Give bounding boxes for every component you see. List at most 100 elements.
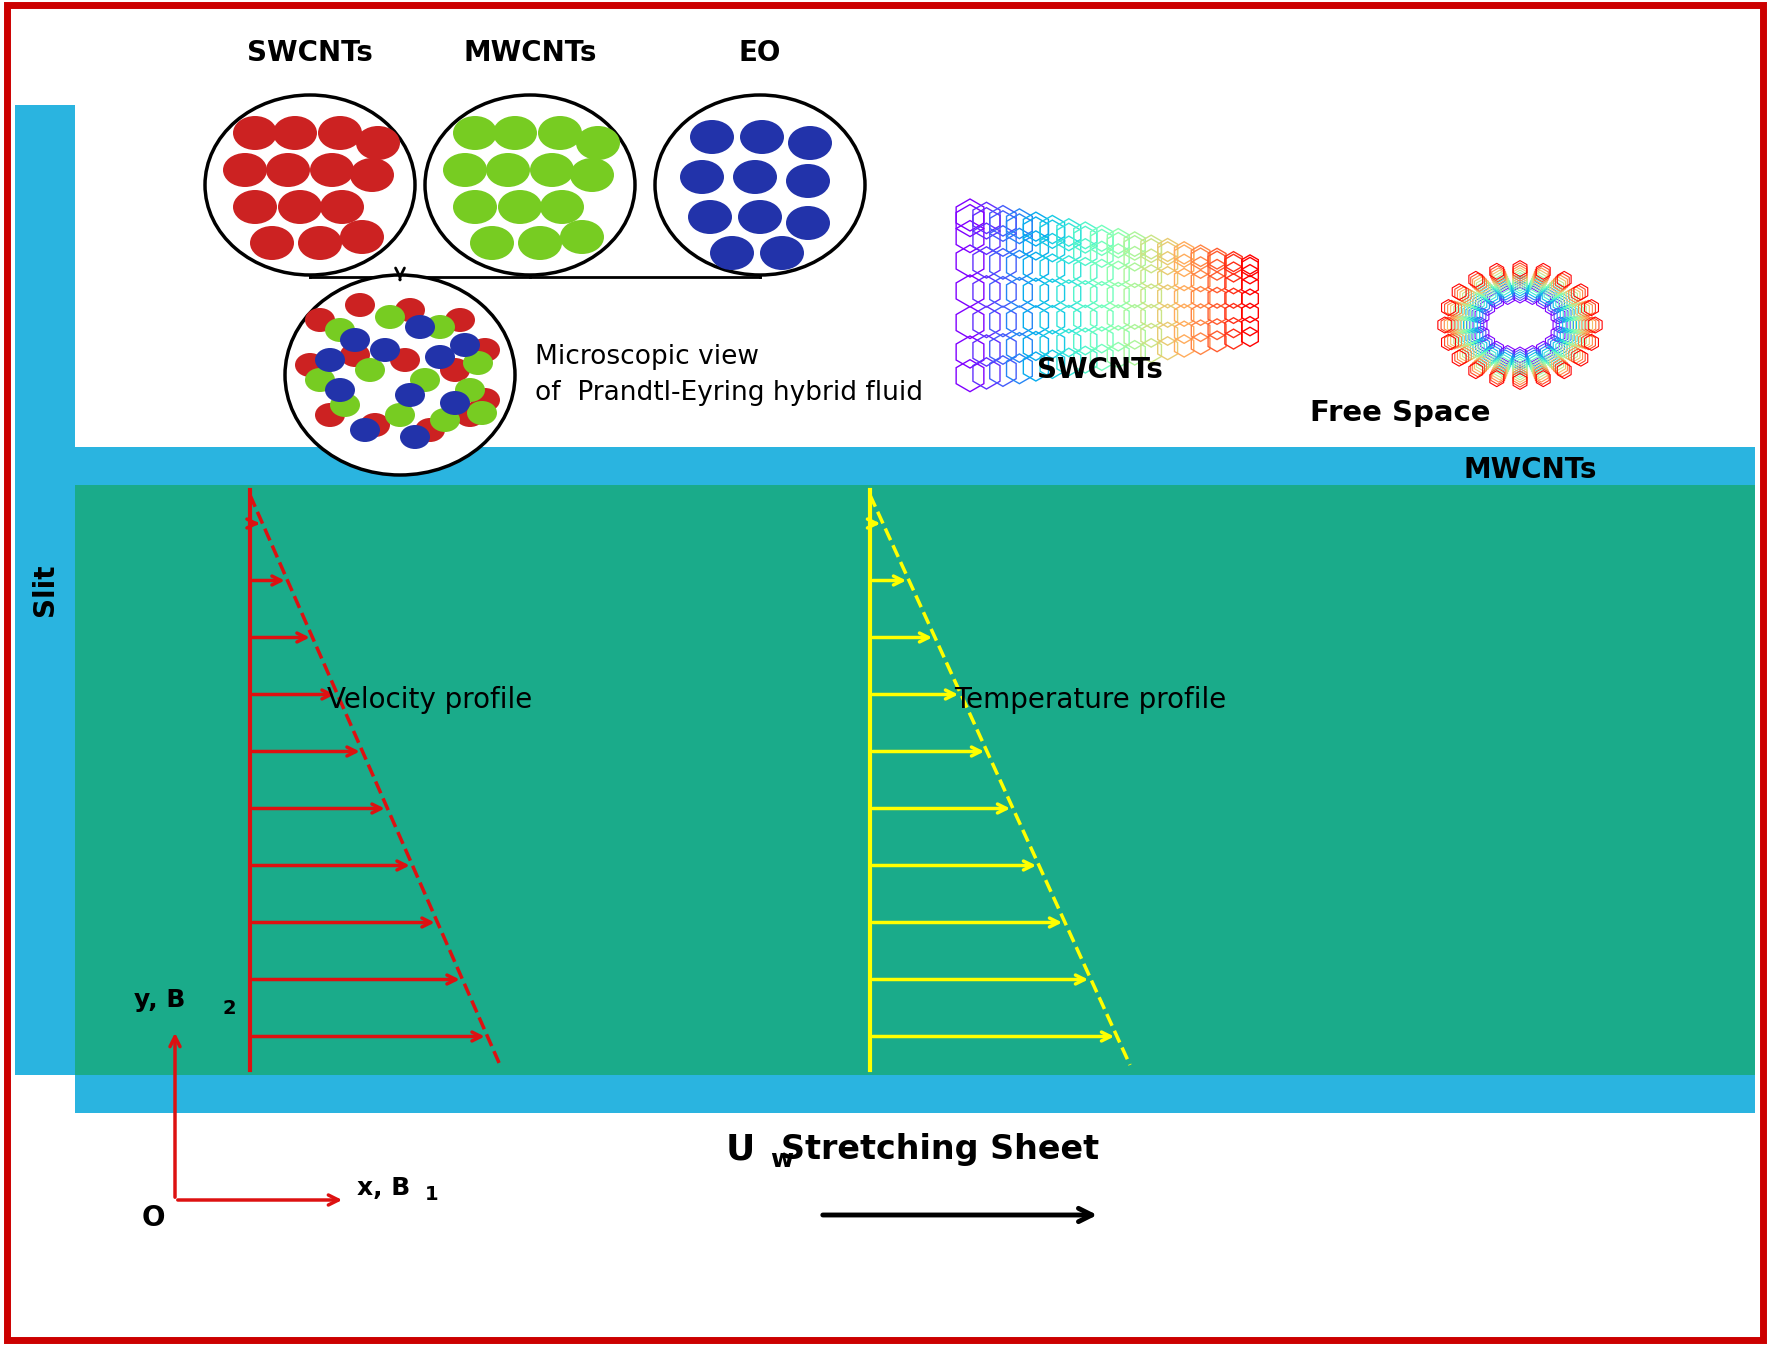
Ellipse shape	[471, 387, 499, 412]
Ellipse shape	[285, 274, 515, 475]
Ellipse shape	[359, 413, 389, 437]
Ellipse shape	[464, 351, 494, 375]
Ellipse shape	[340, 221, 384, 254]
Text: SWCNTs: SWCNTs	[248, 39, 373, 67]
Text: w: w	[770, 1149, 793, 1171]
Ellipse shape	[389, 348, 419, 373]
Ellipse shape	[326, 378, 356, 402]
Text: Stretching Sheet: Stretching Sheet	[781, 1134, 1099, 1166]
Ellipse shape	[453, 190, 497, 225]
Ellipse shape	[455, 404, 485, 426]
Ellipse shape	[304, 308, 335, 332]
Ellipse shape	[400, 425, 430, 449]
Text: of  Prandtl-Eyring hybrid fluid: of Prandtl-Eyring hybrid fluid	[535, 381, 922, 406]
Ellipse shape	[455, 378, 485, 402]
Ellipse shape	[386, 404, 414, 426]
Text: EO: EO	[738, 39, 781, 67]
Ellipse shape	[405, 315, 435, 339]
Text: 1: 1	[425, 1185, 439, 1204]
Ellipse shape	[738, 200, 782, 234]
Text: Microscopic view: Microscopic view	[535, 344, 759, 370]
Ellipse shape	[788, 126, 832, 160]
Ellipse shape	[319, 116, 363, 151]
Ellipse shape	[442, 153, 487, 187]
Ellipse shape	[441, 391, 471, 416]
Ellipse shape	[356, 358, 386, 382]
Ellipse shape	[250, 226, 294, 260]
Ellipse shape	[425, 95, 635, 274]
Ellipse shape	[740, 120, 784, 153]
Ellipse shape	[733, 160, 777, 194]
Ellipse shape	[759, 235, 804, 270]
Ellipse shape	[689, 200, 733, 234]
Bar	[74, 447, 1756, 486]
Ellipse shape	[538, 116, 582, 151]
Ellipse shape	[444, 308, 474, 332]
Ellipse shape	[375, 305, 405, 330]
Ellipse shape	[786, 206, 830, 239]
Text: Free Space: Free Space	[1310, 399, 1490, 426]
Text: MWCNTs: MWCNTs	[464, 39, 596, 67]
Ellipse shape	[430, 408, 460, 432]
Text: Velocity profile: Velocity profile	[327, 686, 533, 714]
Bar	[74, 1075, 1756, 1114]
Ellipse shape	[223, 153, 267, 187]
Ellipse shape	[356, 126, 400, 160]
Ellipse shape	[559, 221, 604, 254]
Ellipse shape	[529, 153, 573, 187]
Ellipse shape	[575, 126, 620, 160]
Ellipse shape	[329, 393, 359, 417]
Ellipse shape	[234, 190, 276, 225]
Ellipse shape	[350, 157, 395, 192]
Ellipse shape	[497, 190, 542, 225]
Ellipse shape	[234, 116, 276, 151]
Text: U: U	[726, 1132, 754, 1167]
Ellipse shape	[494, 116, 536, 151]
Ellipse shape	[570, 157, 614, 192]
Text: O: O	[142, 1204, 165, 1232]
Ellipse shape	[471, 226, 513, 260]
Text: y, B: y, B	[135, 989, 186, 1011]
Ellipse shape	[278, 190, 322, 225]
Ellipse shape	[414, 418, 444, 443]
Ellipse shape	[540, 190, 584, 225]
Bar	[74, 486, 1756, 1075]
Ellipse shape	[450, 334, 480, 356]
Ellipse shape	[350, 418, 381, 443]
Text: Temperature profile: Temperature profile	[954, 686, 1227, 714]
Text: Slit: Slit	[32, 564, 58, 616]
Ellipse shape	[453, 116, 497, 151]
Ellipse shape	[487, 153, 529, 187]
Ellipse shape	[425, 315, 455, 339]
Text: MWCNTs: MWCNTs	[1464, 456, 1597, 484]
Ellipse shape	[340, 343, 370, 367]
Ellipse shape	[411, 369, 441, 391]
Ellipse shape	[395, 383, 425, 408]
Ellipse shape	[273, 116, 317, 151]
Ellipse shape	[345, 293, 375, 317]
Ellipse shape	[370, 338, 400, 362]
Ellipse shape	[205, 95, 414, 274]
Text: x, B: x, B	[358, 1176, 411, 1200]
Ellipse shape	[441, 358, 471, 382]
Ellipse shape	[680, 160, 724, 194]
Ellipse shape	[471, 338, 499, 362]
Ellipse shape	[326, 317, 356, 342]
Ellipse shape	[297, 226, 342, 260]
Text: SWCNTs: SWCNTs	[1037, 356, 1163, 385]
Ellipse shape	[690, 120, 735, 153]
Ellipse shape	[710, 235, 754, 270]
Ellipse shape	[340, 328, 370, 352]
Ellipse shape	[519, 226, 563, 260]
Ellipse shape	[786, 164, 830, 198]
Ellipse shape	[266, 153, 310, 187]
Ellipse shape	[467, 401, 497, 425]
Bar	[14, 105, 74, 1075]
Ellipse shape	[395, 299, 425, 321]
Ellipse shape	[304, 369, 335, 391]
Ellipse shape	[310, 153, 354, 187]
Ellipse shape	[315, 348, 345, 373]
Ellipse shape	[315, 404, 345, 426]
Ellipse shape	[425, 346, 455, 369]
Ellipse shape	[320, 190, 365, 225]
